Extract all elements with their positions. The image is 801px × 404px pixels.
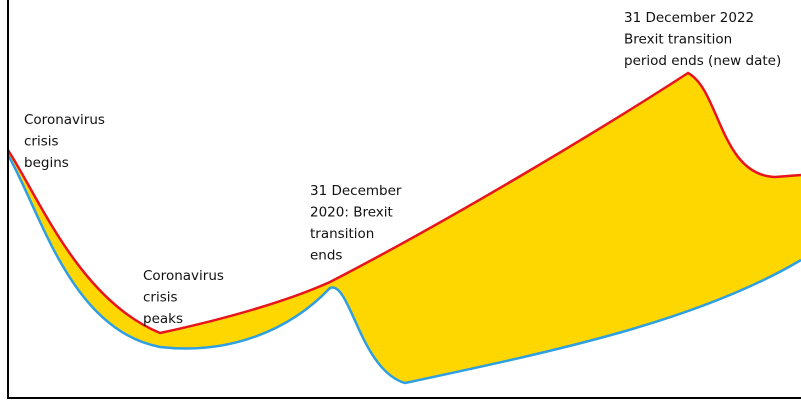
annotation-line: crisis: [143, 290, 178, 306]
annotation-line: Brexit transition: [624, 32, 732, 48]
red-curve: [6, 71, 801, 335]
annotation-line: 31 December 2022: [624, 10, 754, 26]
annotation-line: 2020: Brexit: [310, 205, 393, 221]
annotations: Coronavirus crisis begins Coronavirus crisis…: [24, 10, 781, 327]
annotation-line: begins: [24, 155, 69, 171]
annotation-line: Coronavirus: [24, 112, 105, 128]
annotation-line: ends: [310, 248, 342, 264]
annotation-line: 31 December: [310, 183, 402, 199]
blue-curve: [6, 154, 801, 385]
annotation-line: transition: [310, 226, 374, 242]
annotation-line: peaks: [143, 311, 183, 327]
gap-area: [8, 73, 801, 383]
annotation-line: crisis: [24, 134, 59, 150]
annotation-line: Coronavirus: [143, 268, 224, 284]
annotation-line: period ends (new date): [624, 53, 781, 69]
